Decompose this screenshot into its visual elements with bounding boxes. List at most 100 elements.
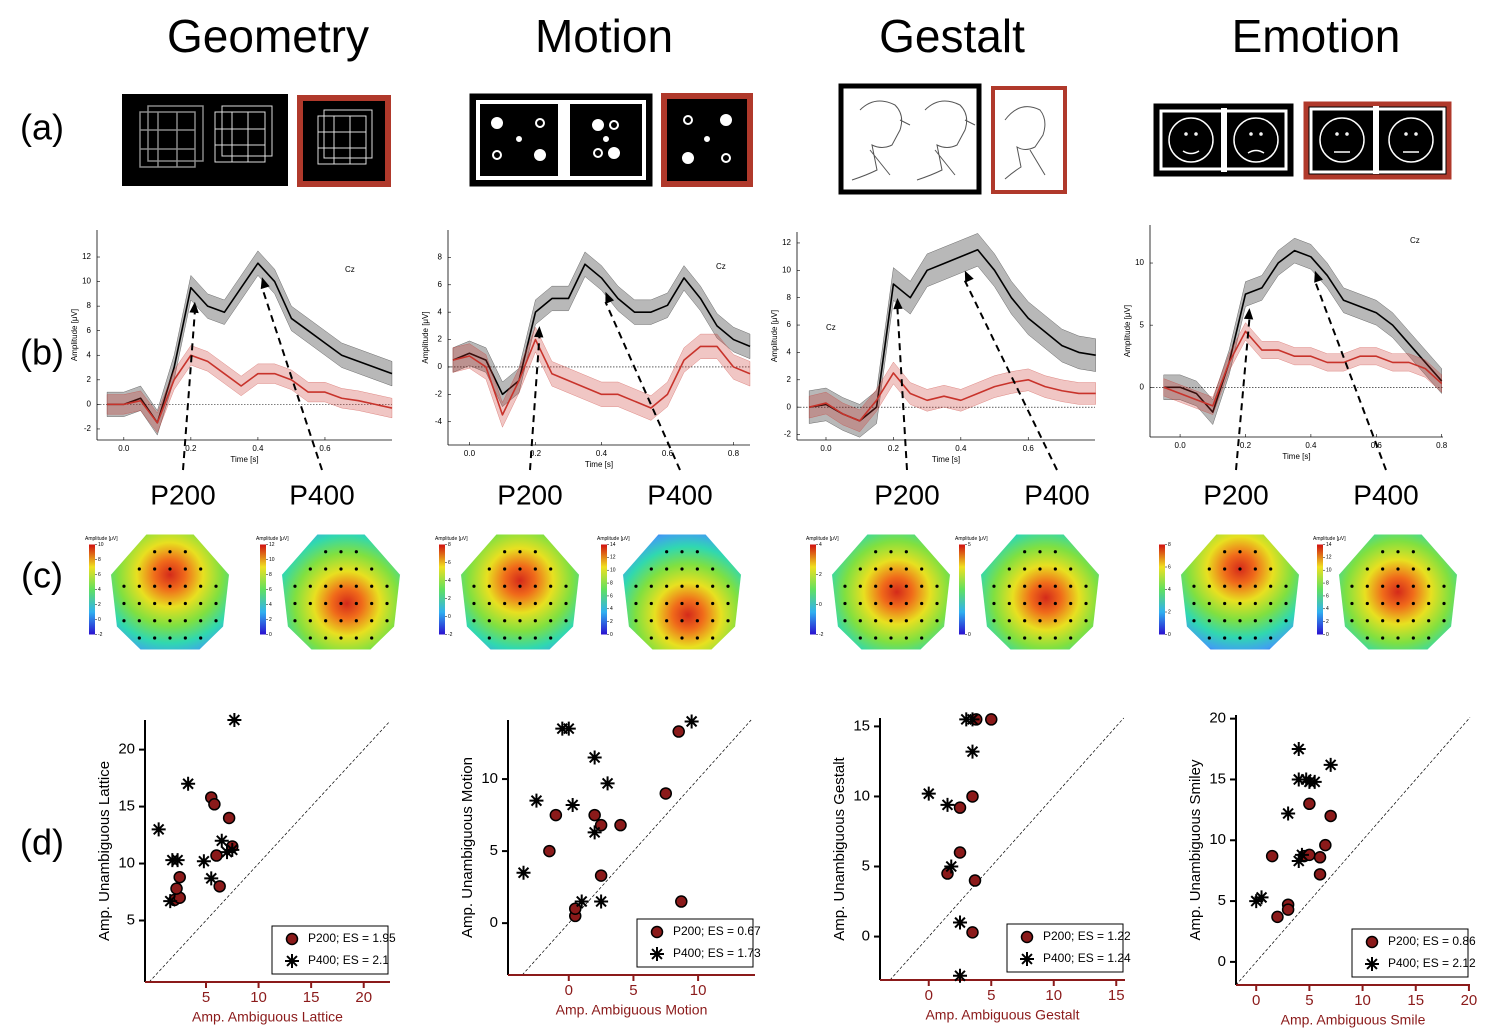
x-axis-label: Time [s]: [932, 455, 960, 464]
electrode: [1084, 584, 1088, 588]
y-tick-label: 0: [490, 914, 498, 931]
error-band: [1163, 237, 1442, 426]
electrode: [920, 619, 924, 623]
electrode: [153, 636, 157, 640]
y-tick-label: 0: [87, 399, 92, 408]
circle-point: [1319, 838, 1332, 852]
electrode: [214, 584, 218, 588]
star-point: [561, 721, 576, 736]
electrode: [843, 619, 847, 623]
electrode: [1381, 636, 1385, 640]
star-point: [163, 894, 178, 909]
y-tick-label: 5: [1218, 892, 1226, 909]
electrode: [1023, 636, 1027, 640]
colorbar-tick-label: 6: [448, 560, 451, 566]
electrode: [354, 567, 358, 571]
electrode: [1238, 550, 1242, 554]
colorbar-tick-label: 2: [1168, 609, 1171, 615]
electrode: [1396, 619, 1400, 623]
electrode: [1207, 619, 1211, 623]
electrode: [370, 619, 374, 623]
peak-label: P400: [647, 479, 712, 510]
y-tick-label: 10: [82, 277, 91, 286]
electrode: [665, 601, 669, 606]
legend-label: P200; ES = 1.95: [308, 931, 396, 945]
y-tick-label: 2: [87, 375, 92, 384]
star-point: [196, 854, 211, 869]
lattice: [214, 105, 273, 163]
electrode: [711, 619, 715, 623]
x-axis-label: Time [s]: [1282, 452, 1310, 461]
arrow-head: [260, 277, 270, 290]
electrode: [1411, 636, 1415, 640]
electrode: [1253, 584, 1257, 588]
colorbar: [959, 544, 965, 635]
electrode: [1053, 550, 1057, 554]
electrode: [339, 601, 343, 606]
electrode: [858, 584, 862, 588]
electrode: [1253, 567, 1257, 571]
electrode: [503, 584, 507, 588]
arrow-head: [964, 270, 974, 283]
y-tick-label: 5: [862, 857, 870, 874]
arrow-head: [605, 291, 615, 304]
electrode: [1442, 584, 1446, 588]
star-point: [151, 822, 166, 837]
x-tick-label: 10: [690, 982, 707, 999]
x-axis-label: Amp. Ambiguous Smile: [1281, 1012, 1426, 1028]
electrode: [1007, 567, 1011, 571]
electrode: [1084, 601, 1088, 606]
electrode: [503, 550, 507, 554]
electrode: [324, 636, 328, 640]
electrode: [518, 601, 522, 606]
electrode: [665, 636, 669, 640]
y-tick-label: 8: [787, 293, 792, 302]
y-tick-label: -2: [784, 430, 792, 439]
colorbar: [89, 544, 95, 635]
electrode: [199, 619, 203, 623]
electrode: [1192, 619, 1196, 623]
electrode: [487, 601, 491, 606]
electrode: [858, 601, 862, 606]
circle-point: [614, 818, 627, 832]
y-tick-label: 10: [481, 770, 498, 787]
y-axis-label: Amplitude [μV]: [1123, 305, 1132, 357]
electrode: [935, 584, 939, 588]
y-tick-label: 6: [438, 280, 443, 289]
colorbar-label: Amplitude [μV]: [435, 536, 468, 542]
colorbar-tick-label: 8: [1168, 542, 1171, 548]
electrode: [533, 584, 537, 588]
electrode: [680, 601, 684, 606]
peak-label: P200: [874, 479, 939, 510]
peak-label: P400: [1024, 479, 1089, 510]
electrode: [1207, 601, 1211, 606]
circle-point: [659, 787, 673, 800]
colorbar: [260, 544, 266, 635]
star-point: [565, 798, 580, 812]
electrode: [183, 567, 187, 571]
electrode: [711, 601, 715, 606]
electrode: [1396, 550, 1400, 554]
star-point: [181, 776, 196, 791]
circle-point: [968, 874, 982, 887]
colorbar: [439, 544, 445, 635]
lattice-blur: [139, 105, 204, 168]
x-tick-label: 5: [629, 982, 637, 999]
colorbar-tick-label: 8: [98, 557, 101, 563]
electrode: [1365, 584, 1369, 588]
electrode: [564, 619, 568, 623]
y-axis-label: Amp. Unambiguous Gestalt: [831, 756, 848, 940]
peak-label: P400: [1353, 479, 1418, 510]
x-tick-label: 15: [1407, 992, 1424, 1009]
electrode: [1284, 584, 1288, 588]
electrode: [503, 636, 507, 640]
colorbar-tick-label: 8: [1326, 580, 1329, 586]
electrode: [858, 636, 862, 640]
electrode: [153, 619, 157, 623]
electrode: [168, 601, 172, 606]
electrode: [1427, 601, 1431, 606]
electrode: [1069, 584, 1073, 588]
arrow: [1313, 280, 1387, 471]
star-point: [225, 842, 240, 857]
electrode: [518, 584, 522, 588]
